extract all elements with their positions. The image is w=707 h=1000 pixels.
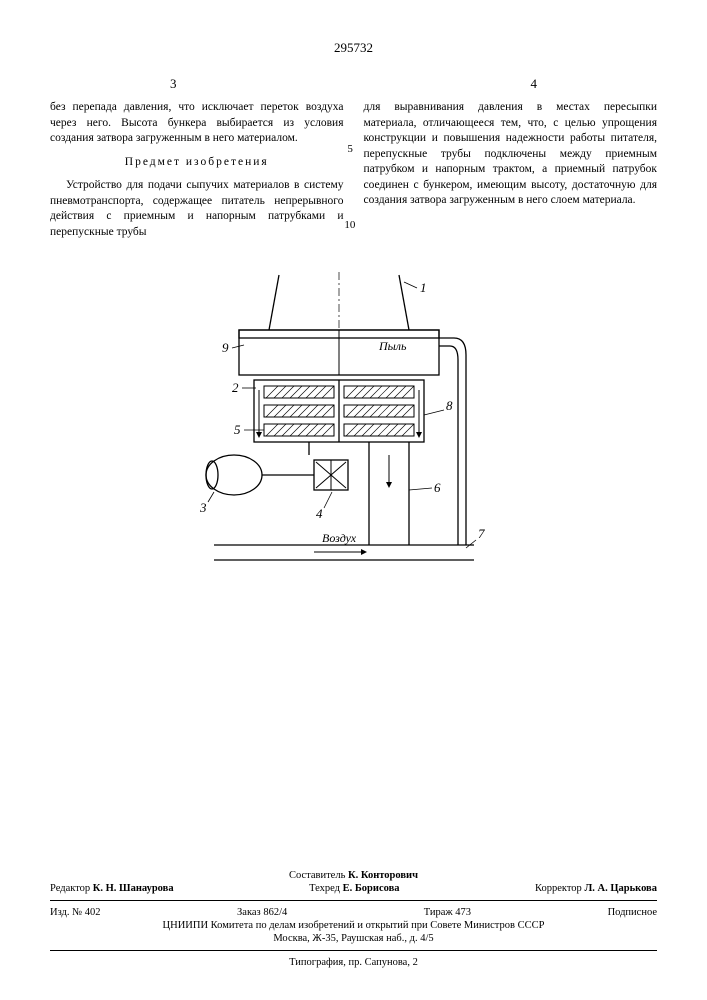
org-name: ЦНИИПИ Комитета по делам изобретений и о… (50, 920, 657, 931)
org-address: Москва, Ж-35, Раушская наб., д. 4/5 (50, 933, 657, 944)
tech-label: Техред (309, 883, 340, 894)
corrector-name: Л. А. Царькова (584, 883, 657, 894)
text-columns: 5 10 без перепада давления, что исключае… (50, 100, 657, 240)
izd-number: Изд. № 402 (50, 907, 101, 918)
label-5: 5 (234, 422, 241, 437)
label-7: 7 (478, 526, 485, 541)
page-num-right: 4 (531, 76, 538, 92)
label-9: 9 (222, 340, 229, 355)
label-air: Воздух (322, 531, 357, 545)
label-6: 6 (434, 480, 441, 495)
line-marker-5: 5 (347, 142, 353, 157)
podpisnoe: Подписное (608, 907, 657, 918)
label-4: 4 (316, 506, 323, 521)
label-dust: Пыль (378, 339, 407, 353)
editor-label: Редактор (50, 883, 90, 894)
label-8: 8 (446, 398, 453, 413)
right-column: для выравнивания давления в местах перес… (364, 100, 658, 240)
tech-name: Е. Борисова (343, 883, 400, 894)
compiler-name: К. Конторович (348, 870, 418, 881)
page-num-left: 3 (170, 76, 177, 92)
corrector-label: Корректор (535, 883, 582, 894)
tirazh-number: Тираж 473 (424, 907, 471, 918)
figure-area: Пыль (50, 270, 657, 590)
page-numbers: 3 4 (50, 76, 657, 92)
label-2: 2 (232, 380, 239, 395)
label-3: 3 (199, 500, 207, 515)
right-p1: для выравнивания давления в местах перес… (364, 100, 658, 209)
line-marker-10: 10 (344, 218, 355, 233)
zakaz-number: Заказ 862/4 (237, 907, 287, 918)
patent-number: 295732 (50, 40, 657, 56)
editor-name: К. Н. Шанаурова (93, 883, 174, 894)
left-p2: Устройство для подачи сыпучих материалов… (50, 178, 344, 240)
invention-subject-heading: Предмет изобретения (50, 155, 344, 171)
left-column: без перепада давления, что исключает пер… (50, 100, 344, 240)
typography: Типография, пр. Сапунова, 2 (50, 957, 657, 968)
label-1: 1 (420, 280, 427, 295)
compiler-label: Составитель (289, 870, 345, 881)
left-p1: без перепада давления, что исключает пер… (50, 100, 344, 147)
patent-figure: Пыль (174, 270, 534, 590)
footer: Составитель К. Конторович Редактор К. Н.… (50, 868, 657, 970)
